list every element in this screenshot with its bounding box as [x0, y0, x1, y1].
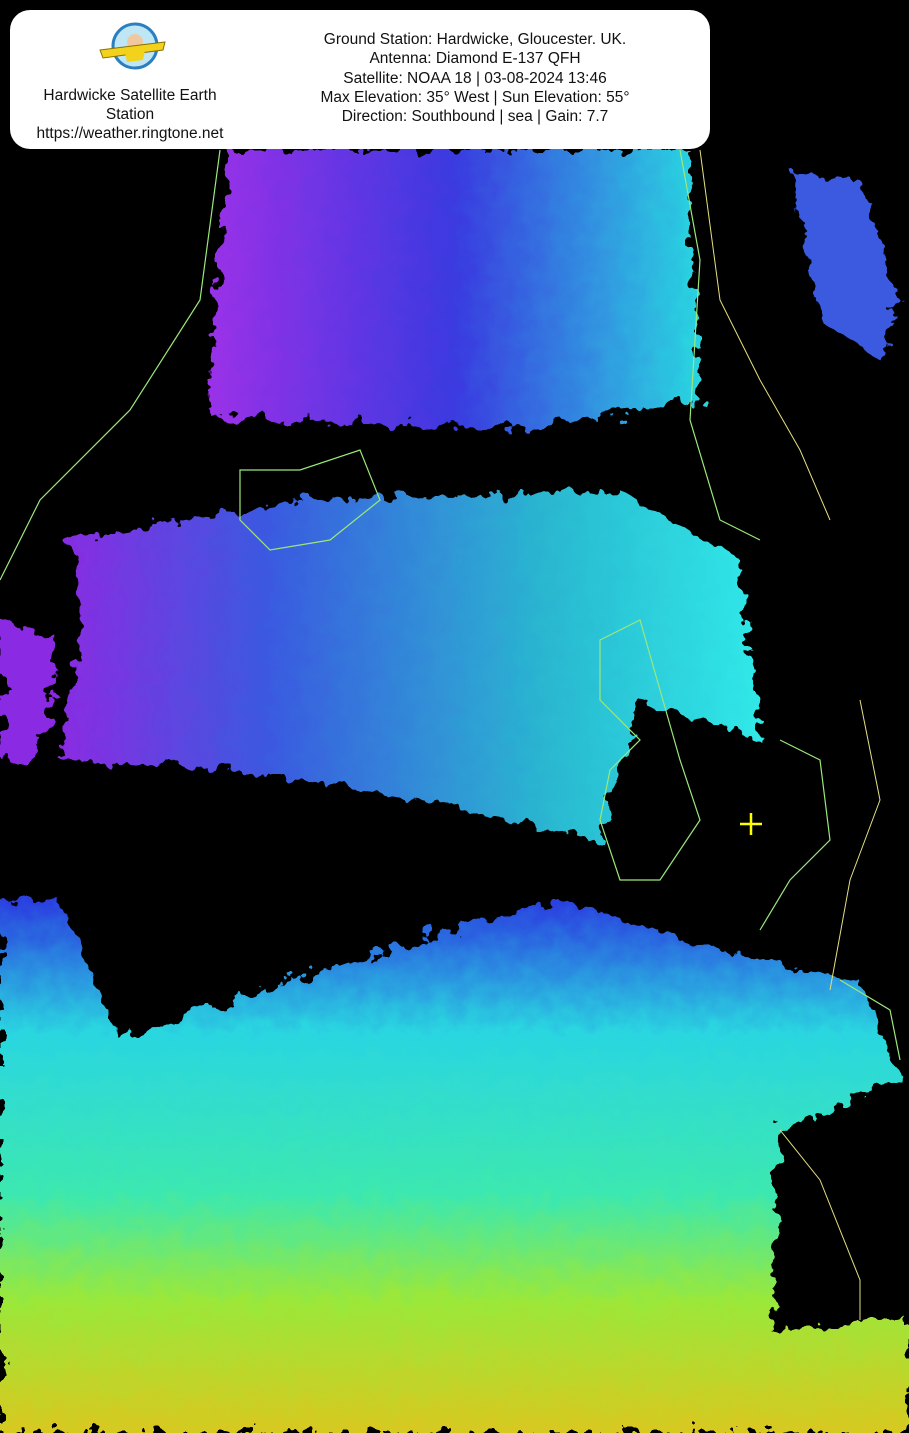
- phobic-flyer-logo-icon: [99, 22, 166, 70]
- cloud-band-north: [210, 150, 700, 430]
- info-panel: Hardwicke Satellite Earth Station https:…: [10, 10, 710, 149]
- cloud-band-west: [0, 620, 60, 760]
- antenna-text: Antenna: Diamond E-137 QFH: [369, 50, 581, 68]
- ground-station-text: Ground Station: Hardwicke, Gloucester. U…: [323, 31, 627, 48]
- elevation-text: Max Elevation: 35° West | Sun Elevation:…: [320, 88, 630, 106]
- cloud-band-south: [0, 900, 909, 1433]
- station-name-line2: Station: [105, 106, 155, 123]
- station-url[interactable]: https://weather.ringtone.net: [36, 125, 224, 142]
- borders: [699, 149, 881, 1320]
- ground-station-marker-icon: [740, 813, 762, 835]
- station-info: Hardwicke Satellite Earth Station https:…: [30, 86, 230, 143]
- station-name: Hardwicke Satellite Earth: [43, 87, 217, 104]
- satellite-text: Satellite: NOAA 18 | 03-08-2024 13:46: [343, 69, 607, 87]
- cloud-band-east: [790, 170, 900, 360]
- cloud-band-mid: [60, 490, 760, 840]
- direction-text: Direction: Southbound | sea | Gain: 7.7: [341, 108, 609, 126]
- coastlines: [0, 149, 901, 1061]
- pass-details: Ground Station: Hardwicke, Gloucester. U…: [300, 30, 650, 126]
